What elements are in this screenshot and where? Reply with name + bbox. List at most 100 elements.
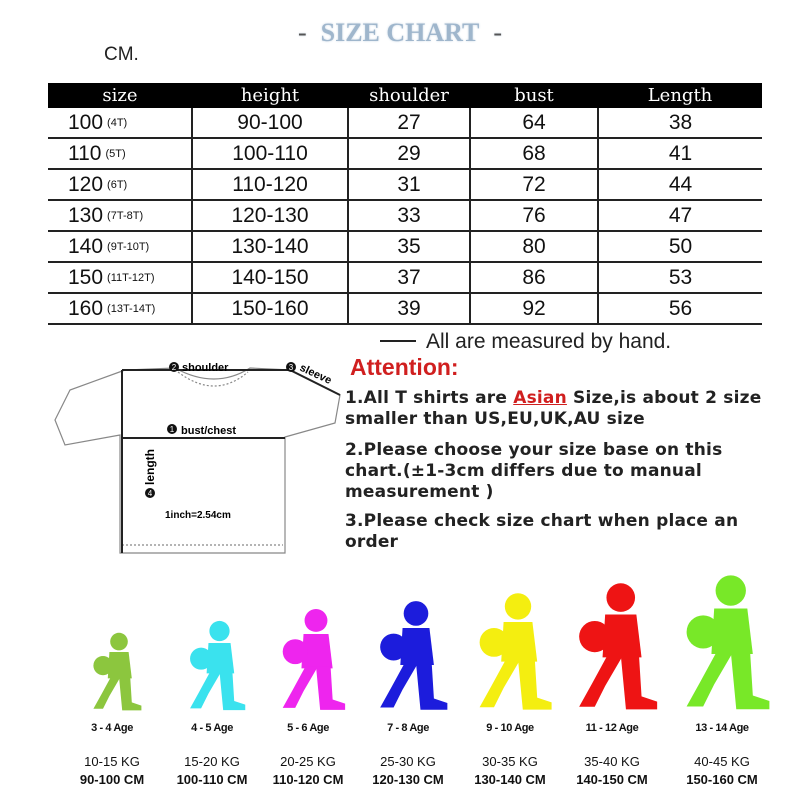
- asian-highlight: Asian: [513, 388, 567, 408]
- table-row: 120 (6T) 110-120 31 72 44: [48, 169, 762, 201]
- cell-size: 150 (11T-12T): [48, 262, 192, 294]
- cell-size: 110 (5T): [48, 138, 192, 170]
- kid-kg-label: 20-25 KG: [280, 754, 336, 769]
- kid-age-label: 3 - 4 Age: [91, 722, 133, 734]
- cell-length: 38: [597, 108, 762, 139]
- kid-age-label: 7 - 8 Age: [387, 722, 429, 734]
- bust-label: bust/chest: [181, 425, 236, 437]
- cell-height: 120-130: [191, 200, 348, 232]
- cell-length: 47: [597, 200, 762, 232]
- cell-size: 120 (6T): [48, 169, 192, 201]
- table-row: 110 (5T) 100-110 29 68 41: [48, 138, 762, 170]
- kid-kg-label: 10-15 KG: [84, 754, 140, 769]
- note-text: All are measured by hand.: [426, 330, 672, 353]
- attention-heading: Attention:: [350, 354, 459, 380]
- cell-height: 110-120: [191, 169, 348, 201]
- kid-cm-label: 100-110 CM: [176, 772, 248, 787]
- child-silhouette-icon: [479, 593, 552, 710]
- kid-kg-label: 30-35 KG: [482, 754, 538, 769]
- number-1-icon: [167, 424, 177, 434]
- kid-cm-label: 130-140 CM: [474, 772, 546, 787]
- header-height: height: [192, 83, 348, 108]
- attention-point-2: 2.Please choose your size base on this c…: [345, 440, 723, 502]
- cell-size: 100 (4T): [48, 108, 192, 139]
- kid-cm-label: 90-100 CM: [79, 772, 145, 787]
- cell-length: 56: [597, 293, 762, 325]
- size-tag: (4T): [107, 116, 128, 129]
- cell-shoulder: 37: [347, 262, 470, 294]
- size-tag: (9T-10T): [107, 240, 150, 253]
- p1-text: 1.All T shirts are: [345, 388, 514, 408]
- size-tag: (7T-8T): [107, 209, 144, 222]
- kid-kg-label: 40-45 KG: [694, 754, 750, 769]
- attention-point-1: 1.All T shirts are Asian Size,is about 2…: [345, 388, 775, 430]
- header-bust: bust: [470, 83, 598, 108]
- tshirt-diagram: 2 shoulder 3 sleeve 1 bust/chest 4 lengt…: [54, 362, 341, 554]
- cell-bust: 68: [469, 138, 598, 170]
- table-row: 100 (4T) 90-100 27 64 38: [48, 108, 762, 139]
- cell-height: 130-140: [191, 231, 348, 263]
- kid-age-label: 13 - 14 Age: [695, 722, 749, 734]
- kid-age-label: 11 - 12 Age: [585, 722, 639, 734]
- table-row: 130 (7T-8T) 120-130 33 76 47: [48, 200, 762, 232]
- cell-shoulder: 31: [347, 169, 470, 201]
- number-2-icon: [169, 362, 179, 372]
- size-value: 140: [68, 234, 104, 258]
- cell-bust: 86: [469, 262, 598, 294]
- attention-point-3: 3.Please check size chart when place an …: [345, 511, 739, 552]
- kid-age-label: 4 - 5 Age: [191, 722, 233, 734]
- kid-age-label: 9 - 10 Age: [486, 722, 534, 734]
- number-3-icon: [286, 362, 296, 372]
- p1-text-after: Size,is about 2 size smaller than US,EU,…: [345, 388, 762, 429]
- kid-cm-label: 140-150 CM: [576, 772, 648, 787]
- cell-bust: 64: [469, 108, 598, 139]
- tshirt-outline-icon: [54, 367, 341, 554]
- num4: 4: [148, 489, 153, 498]
- child-silhouette-icon: [686, 575, 770, 710]
- kid-cm-label: 110-120 CM: [272, 772, 344, 787]
- cell-bust: 72: [469, 169, 598, 201]
- page-title: - SIZE CHART -: [297, 18, 503, 47]
- measurement-note: All are measured by hand.: [380, 330, 671, 354]
- size-table: size height shoulder bust Length 100 (4T)…: [48, 83, 762, 325]
- length-label: length: [143, 449, 157, 485]
- cell-height: 150-160: [191, 293, 348, 325]
- cell-bust: 92: [469, 293, 598, 325]
- unit-label: CM.: [104, 44, 139, 65]
- table-row: 140 (9T-10T) 130-140 35 80 50: [48, 231, 762, 263]
- kid-cm-label: 150-160 CM: [686, 772, 758, 787]
- child-silhouette-icon: [189, 620, 246, 711]
- size-tag: (5T): [105, 147, 126, 160]
- kid-kg-label: 25-30 KG: [380, 754, 436, 769]
- num3: 3: [289, 363, 294, 372]
- header-shoulder: shoulder: [348, 83, 470, 108]
- cell-size: 130 (7T-8T): [48, 200, 192, 232]
- cell-length: 41: [597, 138, 762, 170]
- header-length: Length: [598, 83, 762, 108]
- table-row: 160 (13T-14T) 150-160 39 92 56: [48, 293, 762, 325]
- conversion-label: 1inch=2.54cm: [165, 510, 231, 521]
- cell-shoulder: 29: [347, 138, 470, 170]
- cell-bust: 76: [469, 200, 598, 232]
- kid-kg-label: 15-20 KG: [184, 754, 240, 769]
- cell-length: 50: [597, 231, 762, 263]
- cell-shoulder: 35: [347, 231, 470, 263]
- size-value: 160: [68, 296, 104, 320]
- size-value: 130: [68, 203, 104, 227]
- kid-kg-label: 35-40 KG: [584, 754, 640, 769]
- shoulder-label: shoulder: [182, 362, 229, 374]
- cell-height: 90-100: [191, 108, 348, 139]
- cell-size: 160 (13T-14T): [48, 293, 192, 325]
- cell-length: 44: [597, 169, 762, 201]
- size-tag: (11T-12T): [107, 271, 155, 284]
- child-silhouette-icon: [282, 609, 345, 710]
- size-value: 100: [68, 110, 104, 134]
- num2: 2: [172, 363, 177, 372]
- header-size: size: [48, 83, 192, 108]
- cell-shoulder: 27: [347, 108, 470, 139]
- kid-age-label: 5 - 6 Age: [287, 722, 329, 734]
- cell-bust: 80: [469, 231, 598, 263]
- table-header: size height shoulder bust Length: [48, 83, 762, 108]
- size-tag: (6T): [107, 178, 128, 191]
